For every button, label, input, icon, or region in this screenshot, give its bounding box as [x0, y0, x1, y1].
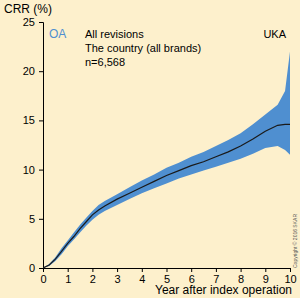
copyright: Copyright © 2016 SKAR	[292, 214, 298, 268]
y-tick-label: 25	[23, 16, 35, 28]
y-tick: 10	[23, 164, 43, 176]
y-tick-mark	[39, 268, 43, 269]
y-tick: 0	[29, 262, 43, 274]
y-tick-mark	[39, 22, 43, 23]
x-tick: 3	[115, 268, 121, 285]
y-tick: 5	[29, 213, 43, 225]
confidence-band	[43, 52, 290, 268]
x-tick-mark	[241, 268, 242, 272]
y-tick-label: 15	[23, 114, 35, 126]
x-tick-label: 2	[90, 273, 96, 285]
x-tick-mark	[92, 268, 93, 272]
x-tick-label: 4	[139, 273, 145, 285]
x-tick-mark	[68, 268, 69, 272]
x-tick: 4	[139, 268, 145, 285]
x-tick-mark	[117, 268, 118, 272]
annotation-revisions: All revisions	[85, 28, 144, 40]
x-axis-line	[44, 269, 291, 273]
x-tick-mark	[216, 268, 217, 272]
y-tick-mark	[39, 120, 43, 121]
annotation-uka: UKA	[263, 28, 286, 40]
x-tick-mark	[142, 268, 143, 272]
y-tick-mark	[39, 170, 43, 171]
y-tick-mark	[39, 71, 43, 72]
x-tick-mark	[265, 268, 266, 272]
y-tick-label: 0	[29, 262, 35, 274]
y-tick-label: 10	[23, 164, 35, 176]
crr-line	[43, 124, 290, 268]
chart: 0123456789100510152025CRR (%)Year after …	[0, 0, 300, 298]
x-tick: 2	[90, 268, 96, 285]
annotation-country: The country (all brands)	[85, 42, 201, 54]
x-tick-mark	[167, 268, 168, 272]
y-tick-mark	[39, 219, 43, 220]
x-tick: 0	[40, 268, 46, 285]
x-tick-label: 3	[115, 273, 121, 285]
x-tick-label: 0	[40, 273, 46, 285]
y-axis-line	[39, 23, 44, 269]
x-tick-label: 1	[65, 273, 71, 285]
annotation-n: n=6,568	[85, 56, 125, 68]
x-tick-mark	[290, 268, 291, 272]
annotation-oa: OA	[49, 27, 66, 41]
plot-area	[43, 52, 290, 268]
y-tick: 20	[23, 65, 43, 77]
y-tick-label: 5	[29, 213, 35, 225]
x-tick-mark	[191, 268, 192, 272]
y-axis-title: CRR (%)	[4, 2, 52, 16]
y-tick: 25	[23, 16, 43, 28]
x-tick: 1	[65, 268, 71, 285]
y-tick: 15	[23, 114, 43, 126]
y-tick-label: 20	[23, 65, 35, 77]
y-axis: 0 5 10 15 20 25	[23, 16, 44, 274]
x-axis-title: Year after index operation	[155, 283, 292, 297]
